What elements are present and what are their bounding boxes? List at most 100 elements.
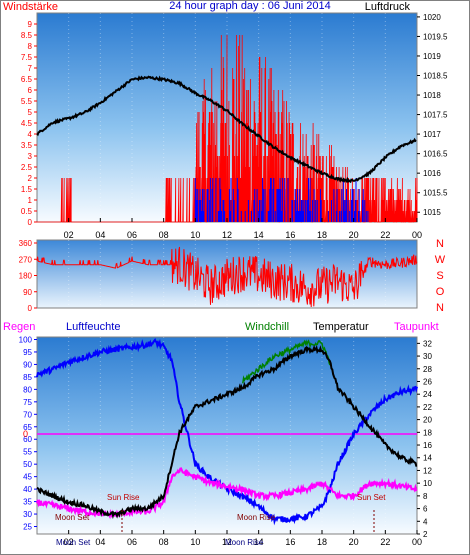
- x-tick-label: 02: [64, 537, 74, 547]
- sun-set-label: Sun Set: [357, 493, 386, 502]
- wind-direction-axis: 0 90 180 270 360: [19, 239, 37, 313]
- wind-tick-label: 3.5: [21, 141, 33, 150]
- wind-speed-label: Windstärke: [3, 1, 58, 13]
- x-tick-label: 00: [412, 537, 422, 547]
- x-tick-label: 12: [222, 537, 232, 547]
- compass-letter: N: [436, 302, 444, 314]
- pressure-tick-label: 1016: [423, 169, 441, 178]
- pressure-tick-label: 1019: [423, 52, 441, 61]
- wind-tick-label: 4: [28, 130, 33, 139]
- temperature-tick-label: 28: [423, 365, 432, 374]
- temp-humidity-time-axis: 02 04 06 08 10 12 14 16 18 20 22 00: [64, 530, 422, 547]
- temperature-tick-label: 6: [423, 505, 428, 514]
- temp-humidity-plot-area: [36, 336, 418, 535]
- pressure-tick-label: 1017.5: [423, 111, 448, 120]
- x-tick-label: 08: [159, 230, 169, 240]
- wind-direction-grid: [68, 240, 386, 308]
- humidity-tick-label: 90: [23, 360, 32, 369]
- wind-tick-label: 1.5: [21, 185, 33, 194]
- humidity-tick-label: 55: [23, 448, 32, 457]
- chart-title: 24 hour graph day : 06 Juni 2014: [169, 0, 330, 12]
- humidity-tick-label: 60: [23, 435, 32, 444]
- pressure-line: [36, 75, 417, 184]
- wind-direction-series: [36, 246, 418, 308]
- wind-tick-label: 4.5: [21, 119, 33, 128]
- gust-line: [194, 178, 369, 222]
- humidity-label: Luftfeuchte: [66, 321, 120, 333]
- wind-tick-label: 6: [28, 86, 33, 95]
- humidity-tick-label: 40: [23, 485, 32, 494]
- x-tick-label: 16: [285, 230, 295, 240]
- humidity-line: [36, 337, 418, 526]
- direction-tick-label: 180: [19, 272, 33, 281]
- wind-tick-label: 6.5: [21, 75, 33, 84]
- rain-label: Regen: [3, 321, 35, 333]
- wind-tick-label: 8: [28, 42, 33, 51]
- temperature-tick-label: 20: [423, 416, 432, 425]
- humidity-tick-label: 65: [23, 423, 32, 432]
- pressure-tick-label: 1015: [423, 208, 441, 217]
- wind-tick-label: 1: [28, 196, 33, 205]
- moon-rise-label: Moon Rise: [237, 513, 276, 522]
- pressure-tick-label: 1020: [423, 13, 441, 22]
- compass-letter: S: [436, 270, 443, 282]
- x-tick-label: 02: [64, 230, 74, 240]
- pressure-axis: 1015 1015.5 1016 1016.5 1017 1017.5 1018 1018.5…: [417, 13, 448, 217]
- pressure-tick-label: 1016.5: [423, 150, 448, 159]
- wind-tick-label: 9: [28, 20, 33, 29]
- x-tick-label: 20: [349, 537, 359, 547]
- wind-speed-axis: 0 0.5 1 1.5 2 2.5 3 3.5 4 4.5 5 5.5 6 6.5 7 7.5 8 8.5 9: [21, 20, 37, 227]
- wind-direction-line: [36, 246, 418, 308]
- wind-tick-label: 5: [28, 108, 33, 117]
- x-tick-label: 20: [349, 230, 359, 240]
- pressure-tick-label: 1017: [423, 130, 441, 139]
- temperature-tick-label: 12: [423, 466, 432, 475]
- humidity-tick-label: 70: [23, 410, 32, 419]
- wind-tick-label: 0: [28, 218, 33, 227]
- pressure-tick-label: 1018: [423, 91, 441, 100]
- x-tick-label: 12: [222, 230, 232, 240]
- pressure-tick-label: 1019.5: [423, 32, 448, 41]
- temperature-tick-label: 16: [423, 441, 432, 450]
- x-tick-label: 10: [190, 537, 200, 547]
- temperature-tick-label: 24: [423, 390, 432, 399]
- compass-letter: O: [436, 286, 445, 298]
- rain-zero-label: 0: [23, 429, 28, 439]
- humidity-tick-label: 30: [23, 510, 32, 519]
- humidity-tick-label: 50: [23, 460, 32, 469]
- wind-tick-label: 8.5: [21, 31, 33, 40]
- x-tick-label: 08: [159, 537, 169, 547]
- humidity-tick-label: 35: [23, 498, 32, 507]
- humidity-axis: 25 30 35 40 45 50 55 60 65 70 75 80 85 90 95 100: [19, 335, 37, 532]
- x-tick-label: 10: [190, 230, 200, 240]
- moon-set-axis-label: Moon Set: [56, 538, 91, 547]
- temperature-tick-label: 18: [423, 428, 432, 437]
- x-tick-label: 06: [127, 537, 137, 547]
- humidity-tick-label: 100: [19, 335, 33, 344]
- wind-tick-label: 7.5: [21, 53, 33, 62]
- x-tick-label: 22: [380, 230, 390, 240]
- temperature-tick-label: 8: [423, 492, 428, 501]
- moon-set-label: Moon Set: [55, 513, 90, 522]
- x-tick-label: 04: [95, 230, 105, 240]
- direction-tick-label: 270: [19, 255, 33, 264]
- pressure-tick-label: 1015.5: [423, 189, 448, 198]
- temperature-tick-label: 14: [423, 454, 432, 463]
- dewpoint-label: Taupunkt: [394, 321, 439, 333]
- wind-tick-label: 2: [28, 174, 33, 183]
- x-tick-label: 18: [317, 537, 327, 547]
- direction-tick-label: 0: [28, 304, 33, 313]
- wind-tick-label: 2.5: [21, 163, 33, 172]
- pressure-series: [36, 75, 417, 184]
- x-tick-label: 14: [254, 230, 264, 240]
- humidity-tick-label: 80: [23, 385, 32, 394]
- wind-tick-label: 7: [28, 64, 33, 73]
- x-tick-label: 16: [285, 537, 295, 547]
- humidity-tick-label: 75: [23, 398, 32, 407]
- humidity-tick-label: 85: [23, 373, 32, 382]
- sun-rise-label: Sun Rise: [107, 493, 140, 502]
- wind-tick-label: 3: [28, 152, 33, 161]
